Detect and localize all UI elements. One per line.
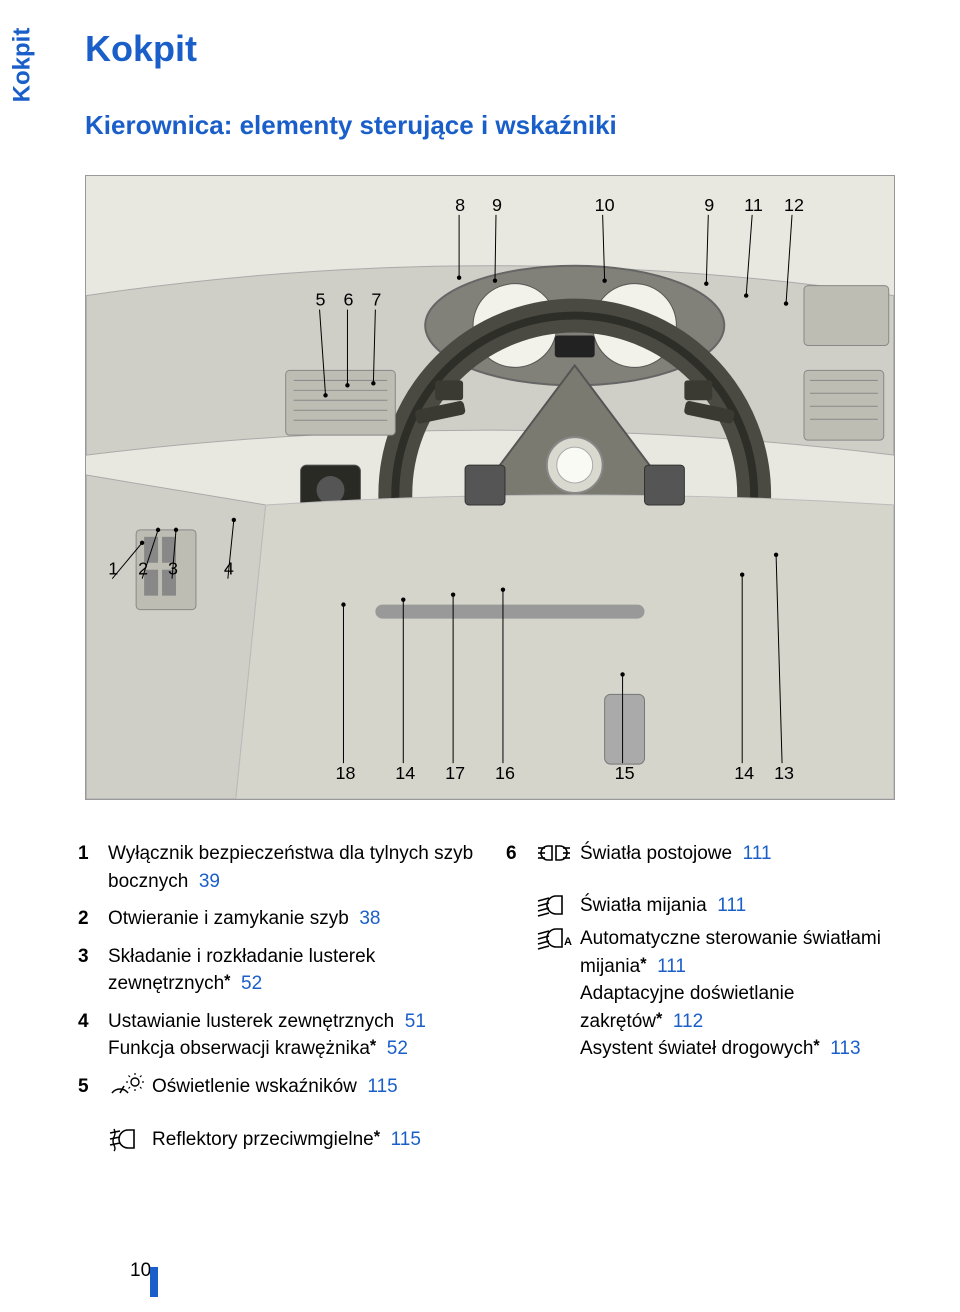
svg-text:1: 1: [108, 559, 118, 579]
icon-row-text: Automatyczne sterowanie światłami mijani…: [580, 925, 906, 1063]
svg-text:15: 15: [615, 763, 635, 783]
svg-text:12: 12: [784, 195, 804, 215]
icon-row-text: Reflektory przeciwmgielne* 115: [152, 1126, 478, 1154]
low-beam-icon: [536, 892, 572, 918]
svg-text:9: 9: [492, 195, 502, 215]
svg-text:A: A: [564, 936, 572, 948]
svg-text:4: 4: [224, 559, 234, 579]
svg-text:14: 14: [734, 763, 754, 783]
svg-text:6: 6: [343, 290, 353, 310]
page-ref[interactable]: 52: [241, 973, 262, 994]
svg-text:13: 13: [774, 763, 794, 783]
item-number: 1: [78, 840, 108, 895]
item-text: Otwieranie i zamykanie szyb 38: [108, 905, 478, 933]
right-column: 6 Światła postojowe 111 Światła mijania …: [506, 840, 906, 1170]
page-ref[interactable]: 39: [199, 871, 220, 892]
item-text: Składanie i rozkładanie lusterek zewnętr…: [108, 943, 478, 998]
svg-text:11: 11: [744, 195, 763, 215]
fog-light-icon: [108, 1126, 144, 1152]
page-ref[interactable]: 38: [359, 908, 380, 929]
page-ref[interactable]: 111: [657, 956, 686, 977]
item-number: 2: [78, 905, 108, 933]
list-item: 4Ustawianie lusterek zewnętrznych 51Funk…: [78, 1008, 478, 1063]
page-ref[interactable]: 113: [830, 1038, 860, 1059]
sidebar-tab-label: Kokpit: [8, 28, 36, 103]
page-ref[interactable]: 112: [673, 1011, 703, 1032]
svg-text:3: 3: [168, 559, 178, 579]
svg-text:8: 8: [455, 195, 465, 215]
page-ref[interactable]: 115: [367, 1076, 397, 1097]
left-column: 1Wyłącznik bezpieczeństwa dla tylnych sz…: [78, 840, 478, 1170]
item-number: 6: [506, 840, 536, 1069]
page-title: Kokpit: [85, 28, 197, 70]
list-item: 6 Światła postojowe 111 Światła mijania …: [506, 840, 906, 1069]
svg-text:18: 18: [335, 763, 355, 783]
icon-row: Reflektory przeciwmgielne* 115: [108, 1126, 478, 1154]
list-item: 1Wyłącznik bezpieczeństwa dla tylnych sz…: [78, 840, 478, 895]
list-item: 3Składanie i rozkładanie lusterek zewnęt…: [78, 943, 478, 998]
list-item: 2Otwieranie i zamykanie szyb 38: [78, 905, 478, 933]
gauge-sun-icon: [108, 1073, 144, 1099]
page-subtitle: Kierownica: elementy sterujące i wskaźni…: [85, 110, 617, 141]
svg-text:5: 5: [316, 290, 326, 310]
page-number: 10: [130, 1260, 151, 1282]
page-ref[interactable]: 51: [405, 1011, 426, 1032]
svg-text:7: 7: [371, 290, 381, 310]
page-ref[interactable]: 111: [717, 895, 746, 916]
icon-row-text: Światła mijania 111: [580, 892, 906, 920]
item-text: Ustawianie lusterek zewnętrznych 51Funkc…: [108, 1008, 478, 1063]
list-area: 1Wyłącznik bezpieczeństwa dla tylnych sz…: [78, 840, 908, 1170]
cockpit-figure: 567891091112123418141716151413: [85, 175, 895, 800]
auto-light-icon: A: [536, 925, 572, 951]
page-ref[interactable]: 52: [387, 1038, 408, 1059]
svg-text:16: 16: [495, 763, 515, 783]
item-text: Wyłącznik bezpieczeństwa dla tylnych szy…: [108, 840, 478, 895]
svg-text:2: 2: [138, 559, 148, 579]
svg-text:10: 10: [595, 195, 615, 215]
sidebar-tab: Kokpit: [0, 10, 44, 120]
svg-text:14: 14: [395, 763, 415, 783]
icon-row: Światła mijania 111: [536, 892, 906, 920]
page-ref[interactable]: 111: [743, 843, 772, 864]
item-number: 4: [78, 1008, 108, 1063]
page-marker: [150, 1267, 158, 1297]
icon-row: Światła postojowe 111: [536, 840, 906, 868]
list-item: 5 Oświetlenie wskaźników 115 Reflektory …: [78, 1073, 478, 1160]
icon-row-text: Oświetlenie wskaźników 115: [152, 1073, 478, 1101]
cockpit-svg: 567891091112123418141716151413: [86, 176, 894, 799]
item-number: 5: [78, 1073, 108, 1160]
icon-row: A Automatyczne sterowanie światłami mijan…: [536, 925, 906, 1063]
parking-light-icon: [536, 840, 572, 866]
svg-text:17: 17: [445, 763, 465, 783]
page-ref[interactable]: 115: [391, 1129, 421, 1150]
icon-row: Oświetlenie wskaźników 115: [108, 1073, 478, 1101]
svg-text:9: 9: [704, 195, 714, 215]
item-number: 3: [78, 943, 108, 998]
icon-row-text: Światła postojowe 111: [580, 840, 906, 868]
